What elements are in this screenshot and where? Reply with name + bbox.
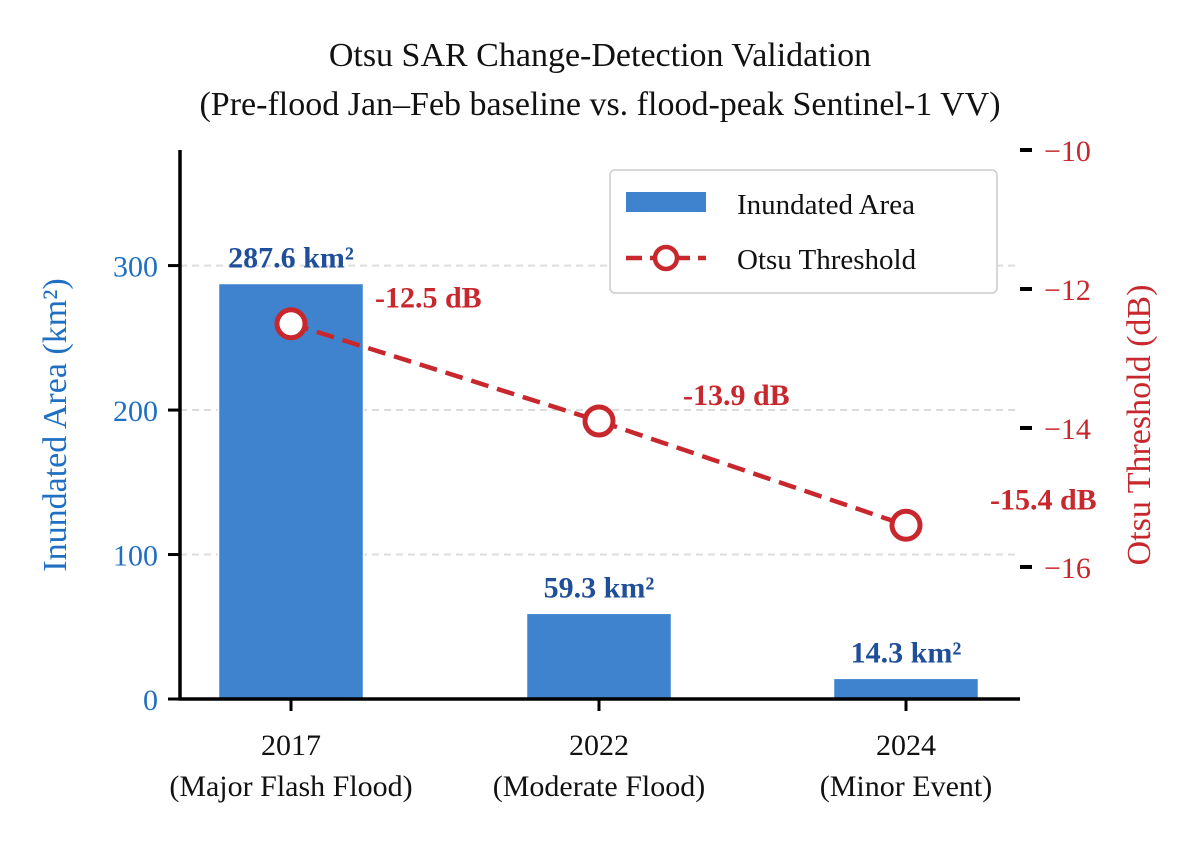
data-labels: 287.6 km² 59.3 km² 14.3 km² -12.5 dB -13.9 d… xyxy=(228,241,1097,669)
legend-swatch-inundated-area xyxy=(626,192,706,212)
bar-value-label-2017: 287.6 km² xyxy=(228,241,354,274)
y-right-tick-label--10: −10 xyxy=(1044,135,1091,168)
legend-box xyxy=(609,169,998,294)
threshold-value-label-2017: -12.5 dB xyxy=(375,282,482,315)
bar-2017 xyxy=(217,282,365,700)
legend-label-otsu-threshold: Otsu Threshold xyxy=(737,244,917,276)
y-axis-left-label: Inundated Area (km²) xyxy=(37,278,74,571)
y-axis-right-label: Otsu Threshold (dB) xyxy=(1121,285,1158,566)
threshold-marker-2024 xyxy=(889,508,923,542)
y-left-tick-label-100: 100 xyxy=(113,540,158,573)
bar-value-label-2022: 59.3 km² xyxy=(544,571,655,604)
y-right-tick-label--16: −16 xyxy=(1044,552,1091,585)
x-tick-label-year-2024: 2024 xyxy=(876,729,936,762)
bar-value-label-2024: 14.3 km² xyxy=(851,636,962,669)
threshold-marker-2022 xyxy=(582,404,616,438)
chart-subtitle: (Pre-flood Jan–Feb baseline vs. flood-pe… xyxy=(199,86,1000,123)
bar-2024 xyxy=(832,677,980,700)
x-tick-label-event-2024: (Minor Event) xyxy=(820,770,992,803)
x-tick-label-event-2017: (Major Flash Flood) xyxy=(169,770,412,803)
legend-marker-otsu-threshold xyxy=(652,244,680,272)
threshold-value-label-2022: -13.9 dB xyxy=(683,379,790,412)
y-left-tick-label-300: 300 xyxy=(113,251,158,284)
chart-title: Otsu SAR Change-Detection Validation xyxy=(329,37,871,74)
bar-2022 xyxy=(525,612,673,700)
bar-series xyxy=(217,282,980,700)
x-tick-label-event-2022: (Moderate Flood) xyxy=(493,770,705,803)
legend: Inundated Area Otsu Threshold xyxy=(609,169,998,294)
threshold-line-series xyxy=(274,307,923,542)
x-tick-label-year-2017: 2017 xyxy=(261,729,321,762)
y-left-tick-label-0: 0 xyxy=(143,684,158,717)
x-tick-label-year-2022: 2022 xyxy=(569,729,629,762)
threshold-marker-2017 xyxy=(274,307,308,341)
y-left-tick-label-200: 200 xyxy=(113,395,158,428)
legend-label-inundated-area: Inundated Area xyxy=(737,189,915,221)
y-right-tick-label--14: −14 xyxy=(1044,413,1091,446)
axes: 0 100 200 300 −10 −12 −14 −16 2017 (Major Flash F… xyxy=(113,135,1091,803)
y-right-tick-label--12: −12 xyxy=(1044,274,1091,307)
threshold-value-label-2024: -15.4 dB xyxy=(990,483,1097,516)
